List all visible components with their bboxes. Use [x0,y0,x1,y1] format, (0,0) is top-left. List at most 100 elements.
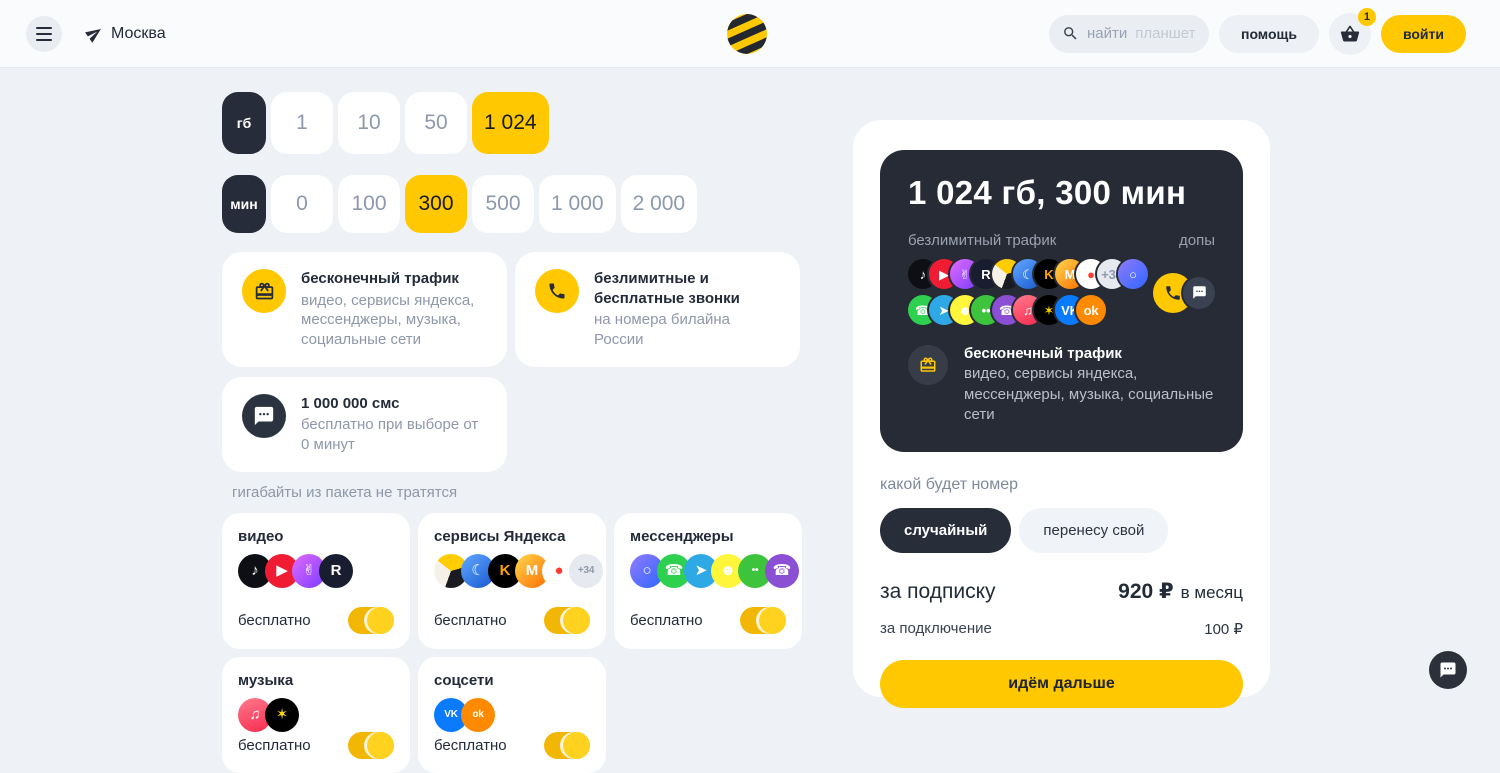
connection-price: 100 ₽ [1204,620,1243,638]
min-option[interactable]: 300 [405,175,467,233]
continue-button[interactable]: идём дальше [880,660,1243,708]
service-price: бесплатно [238,737,311,754]
feature-card-calls: безлимитные и бесплатные звонки на номер… [515,252,800,367]
social-toggle[interactable] [544,732,590,759]
music-toggle[interactable] [348,732,394,759]
service-title: соцсети [434,672,590,689]
subscription-label: за подписку [880,580,996,604]
login-button[interactable]: войти [1381,15,1466,53]
feature-desc: бесплатно при выборе от 0 минут [301,415,487,455]
service-title: сервисы Яндекса [434,528,590,545]
gb-option[interactable]: 1 024 [472,92,549,154]
cart-badge: 1 [1358,8,1376,26]
number-option[interactable]: случайный [880,508,1011,553]
addon-icons [1153,260,1215,325]
ok-icon: ok [461,698,495,732]
gb-option[interactable]: 50 [405,92,467,154]
traffic-label: безлимитный трафик [908,232,1056,249]
benefit-title: бесконечный трафик [964,345,1215,362]
gift-icon [908,345,948,385]
service-price: бесплатно [630,612,703,629]
service-title: музыка [238,672,394,689]
number-options: случайный перенесу свой [880,508,1243,553]
feature-card-sms: 1 000 000 смс бесплатно при выборе от 0 … [222,377,507,472]
min-option[interactable]: 1 000 [539,175,616,233]
sms-addon-icon [1183,277,1215,309]
cart-button[interactable]: 1 [1329,13,1371,55]
chat-fab-button[interactable] [1429,651,1467,689]
min-option[interactable]: 100 [338,175,400,233]
gigabytes-note: гигабайты из пакета не тратятся [232,484,800,501]
feature-desc: на номера билайна России [594,310,780,350]
messengers-toggle[interactable] [740,607,786,634]
help-button[interactable]: помощь [1219,15,1319,53]
chat-icon [1439,661,1457,679]
cart-icon [1340,24,1360,44]
subscription-price: 920 ₽ [1118,580,1173,603]
feature-title: бесконечный трафик [301,269,487,289]
order-panel: 1 024 гб, 300 мин безлимитный трафик доп… [853,120,1270,697]
search-prefix: найти [1087,25,1127,42]
service-card-video: видео ♪▶✌R бесплатно [222,513,410,649]
service-title: мессенджеры [630,528,786,545]
feature-card-traffic: бесконечный трафик видео, сервисы яндекс… [222,252,507,367]
tariff-title: 1 024 гб, 300 мин [908,174,1215,212]
rutube-icon: R [319,554,353,588]
ok-icon: ok [1076,295,1106,325]
main-content: гб 1 10 50 1 024 мин 0 100 300 500 1 [222,92,1270,773]
service-icons: ○☎➤☻••☎ [630,554,786,588]
gb-selector: гб 1 10 50 1 024 [222,92,800,154]
service-icons: ♫✶ [238,698,394,732]
location-icon [86,25,103,42]
feature-cards: бесконечный трафик видео, сервисы яндекс… [222,252,800,472]
search-input[interactable]: найти планшет [1049,15,1209,53]
benefit-desc: видео, сервисы яндекса, мессенджеры, муз… [964,364,1215,426]
gb-option[interactable]: 10 [338,92,400,154]
video-toggle[interactable] [348,607,394,634]
sms-icon [242,394,286,438]
messenger-icon: ○ [1118,259,1148,289]
min-label: мин [222,175,266,233]
gb-option[interactable]: 1 [271,92,333,154]
beeline-logo[interactable] [726,13,768,55]
feature-desc: видео, сервисы яндекса, мессенджеры, муз… [301,291,487,350]
location-label: Москва [111,25,166,43]
feature-title: 1 000 000 смс [301,394,487,414]
service-icons: ♪▶✌R [238,554,394,588]
service-title: видео [238,528,394,545]
location-selector[interactable]: Москва [86,25,166,43]
number-section-label: какой будет номер [880,476,1243,494]
more-count-badge: +34 [569,554,603,588]
min-selector: мин 0 100 300 500 1 000 2 000 [222,175,800,233]
service-price: бесплатно [434,612,507,629]
zvuk-icon: ✶ [265,698,299,732]
search-icon [1062,25,1079,42]
search-placeholder: планшет [1135,25,1195,42]
min-option[interactable]: 0 [271,175,333,233]
service-price: бесплатно [434,737,507,754]
addons-label: допы [1179,232,1215,249]
menu-button[interactable] [26,16,62,52]
min-option[interactable]: 2 000 [621,175,698,233]
service-card-music: музыка ♫✶ бесплатно [222,657,410,773]
viber-icon: ☎ [765,554,799,588]
gb-label: гб [222,92,266,154]
connection-label: за подключение [880,620,992,638]
phone-icon [535,269,579,313]
yandex-toggle[interactable] [544,607,590,634]
min-option[interactable]: 500 [472,175,534,233]
feature-title: безлимитные и бесплатные звонки [594,269,780,308]
subscription-period: в месяц [1181,583,1243,602]
tariff-summary-card: 1 024 гб, 300 мин безлимитный трафик доп… [880,150,1243,452]
service-price: бесплатно [238,612,311,629]
number-option[interactable]: перенесу свой [1019,508,1168,553]
service-card-messengers: мессенджеры ○☎➤☻••☎ бесплатно [614,513,802,649]
header: Москва найти планшет помощь [0,0,1500,68]
